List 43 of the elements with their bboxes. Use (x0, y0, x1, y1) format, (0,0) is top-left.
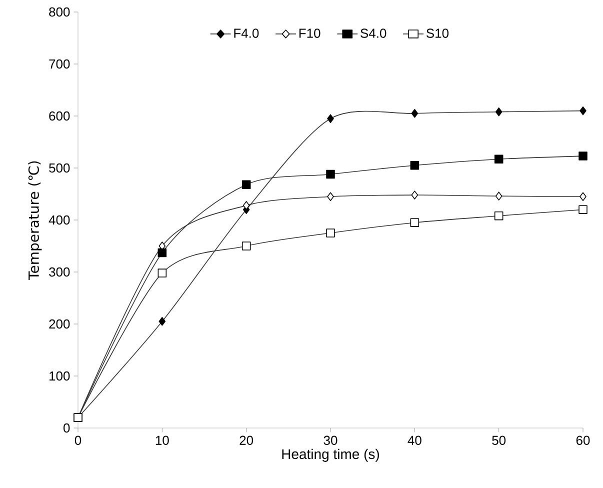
x-tick-label: 30 (324, 436, 338, 445)
point (495, 192, 502, 200)
point (158, 268, 167, 278)
x-axis-title: Heating time (s) (282, 448, 380, 462)
y-tick-label: 600 (49, 111, 70, 121)
point (326, 228, 335, 238)
point (578, 152, 588, 160)
point (410, 161, 420, 170)
point (327, 114, 334, 123)
y-tick-label: 300 (49, 267, 70, 277)
y-tick-label: 500 (49, 163, 70, 173)
y-tick-label: 100 (50, 371, 70, 381)
y-tick-label: 200 (49, 319, 70, 329)
y-axis-title: Temperature (℃) (28, 161, 42, 280)
legend-label: S4.0 (360, 28, 386, 38)
point (580, 192, 586, 201)
point (580, 106, 586, 116)
x-tick-label: 40 (408, 436, 422, 445)
point (158, 248, 167, 258)
point (495, 107, 502, 116)
x-tick-label: 0 (74, 436, 82, 445)
x-tick-label: 20 (240, 436, 254, 445)
y-tick-label: 0 (64, 423, 70, 433)
y-tick-label: 800 (49, 7, 70, 17)
point (242, 201, 250, 210)
x-tick-label: 50 (492, 436, 506, 445)
point (494, 154, 504, 164)
legend-label: F4.0 (234, 28, 259, 38)
x-tick-label: 10 (156, 436, 169, 445)
point (411, 109, 418, 118)
legend-label: S10 (426, 28, 449, 38)
point (411, 190, 418, 200)
point (242, 180, 251, 190)
point (326, 170, 335, 179)
point (410, 218, 420, 227)
y-tick-label: 400 (48, 215, 70, 225)
point (494, 211, 504, 220)
point (242, 242, 251, 250)
point (327, 192, 334, 201)
x-tick-label: 60 (576, 436, 590, 445)
legend-label: F10 (299, 28, 320, 38)
point (158, 317, 166, 326)
y-tick-label: 700 (49, 59, 70, 69)
